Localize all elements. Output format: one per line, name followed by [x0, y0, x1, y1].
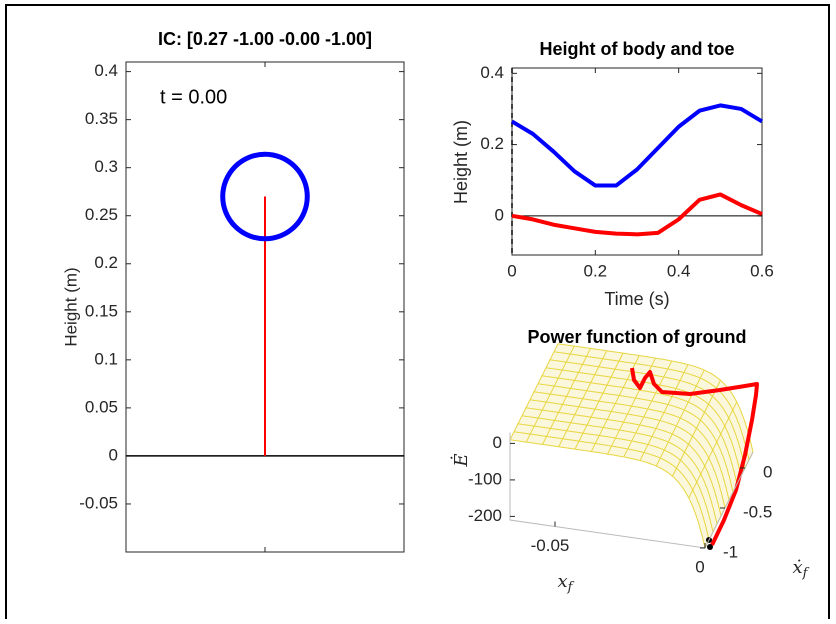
y-tick-label: 0	[109, 445, 118, 464]
label-base: x	[558, 571, 568, 592]
x-tick-label: 0	[695, 557, 704, 576]
z-tick-label: -100	[468, 469, 502, 488]
y-tick-label: 0.4	[480, 63, 504, 82]
y-tick-label: -0.05	[79, 493, 118, 512]
label-sub: f	[802, 566, 810, 581]
mesh-line	[525, 345, 575, 443]
z-tick-label: -200	[468, 506, 502, 525]
x-tick-label: 0	[507, 261, 516, 280]
x-tick-label: -0.05	[531, 536, 570, 555]
mesh-line	[542, 348, 591, 445]
series-line	[510, 103, 764, 188]
x-tick-label: 0.6	[750, 261, 774, 280]
chart-title: Height of body and toe	[540, 39, 735, 59]
y-tick-label: 0.2	[480, 134, 504, 153]
x-axis-label: Time (s)	[604, 289, 669, 309]
z-axis-label: Ė	[449, 453, 472, 467]
z-tick-label: 0	[493, 433, 502, 452]
annotation: t = 0.00	[160, 86, 227, 108]
y-tick-label: 0.3	[94, 157, 118, 176]
y-tick-label: 0.15	[85, 301, 118, 320]
label-sub: f	[567, 580, 575, 595]
y-tick-label: 0.05	[85, 397, 118, 416]
trajectory	[630, 367, 759, 546]
mesh-line	[558, 350, 608, 447]
x-axis-label: xf	[558, 571, 575, 595]
mesh-line	[574, 352, 624, 450]
axis-line	[509, 432, 754, 549]
mesh-line	[672, 380, 721, 477]
mesh-line	[509, 343, 559, 440]
x-tick-label: 0.4	[667, 261, 691, 280]
y-axis-label: Height (m)	[61, 267, 80, 346]
mesh-line	[639, 364, 689, 461]
axes-box	[511, 67, 763, 256]
y-tick-label: 0.4	[94, 61, 118, 80]
y-tick-label: 0.2	[94, 253, 118, 272]
x-tick-label: 0.2	[584, 261, 608, 280]
body	[220, 151, 310, 242]
mesh-line	[688, 401, 738, 499]
y-tick-label: 0.25	[85, 205, 118, 224]
chart-title: Power function of ground	[528, 327, 747, 347]
mesh-line	[655, 369, 705, 467]
y-tick-label: 0	[763, 462, 772, 481]
y-tick-label: 0.1	[94, 349, 118, 368]
trajectory-end	[707, 544, 713, 550]
mesh-line	[623, 360, 673, 458]
y-tick-label: 0.35	[85, 109, 118, 128]
series-line	[511, 192, 763, 237]
y-tick-label: -1	[723, 542, 738, 561]
y-axis-label: ẋf	[793, 557, 810, 581]
y-tick-label: 0	[495, 205, 504, 224]
chart-title: IC: [0.27 -1.00 -0.00 -1.00]	[158, 29, 372, 49]
y-tick-label: -0.5	[743, 502, 772, 521]
y-axis-label: Height (m)	[451, 120, 471, 204]
label-base: ẋ	[793, 557, 803, 578]
